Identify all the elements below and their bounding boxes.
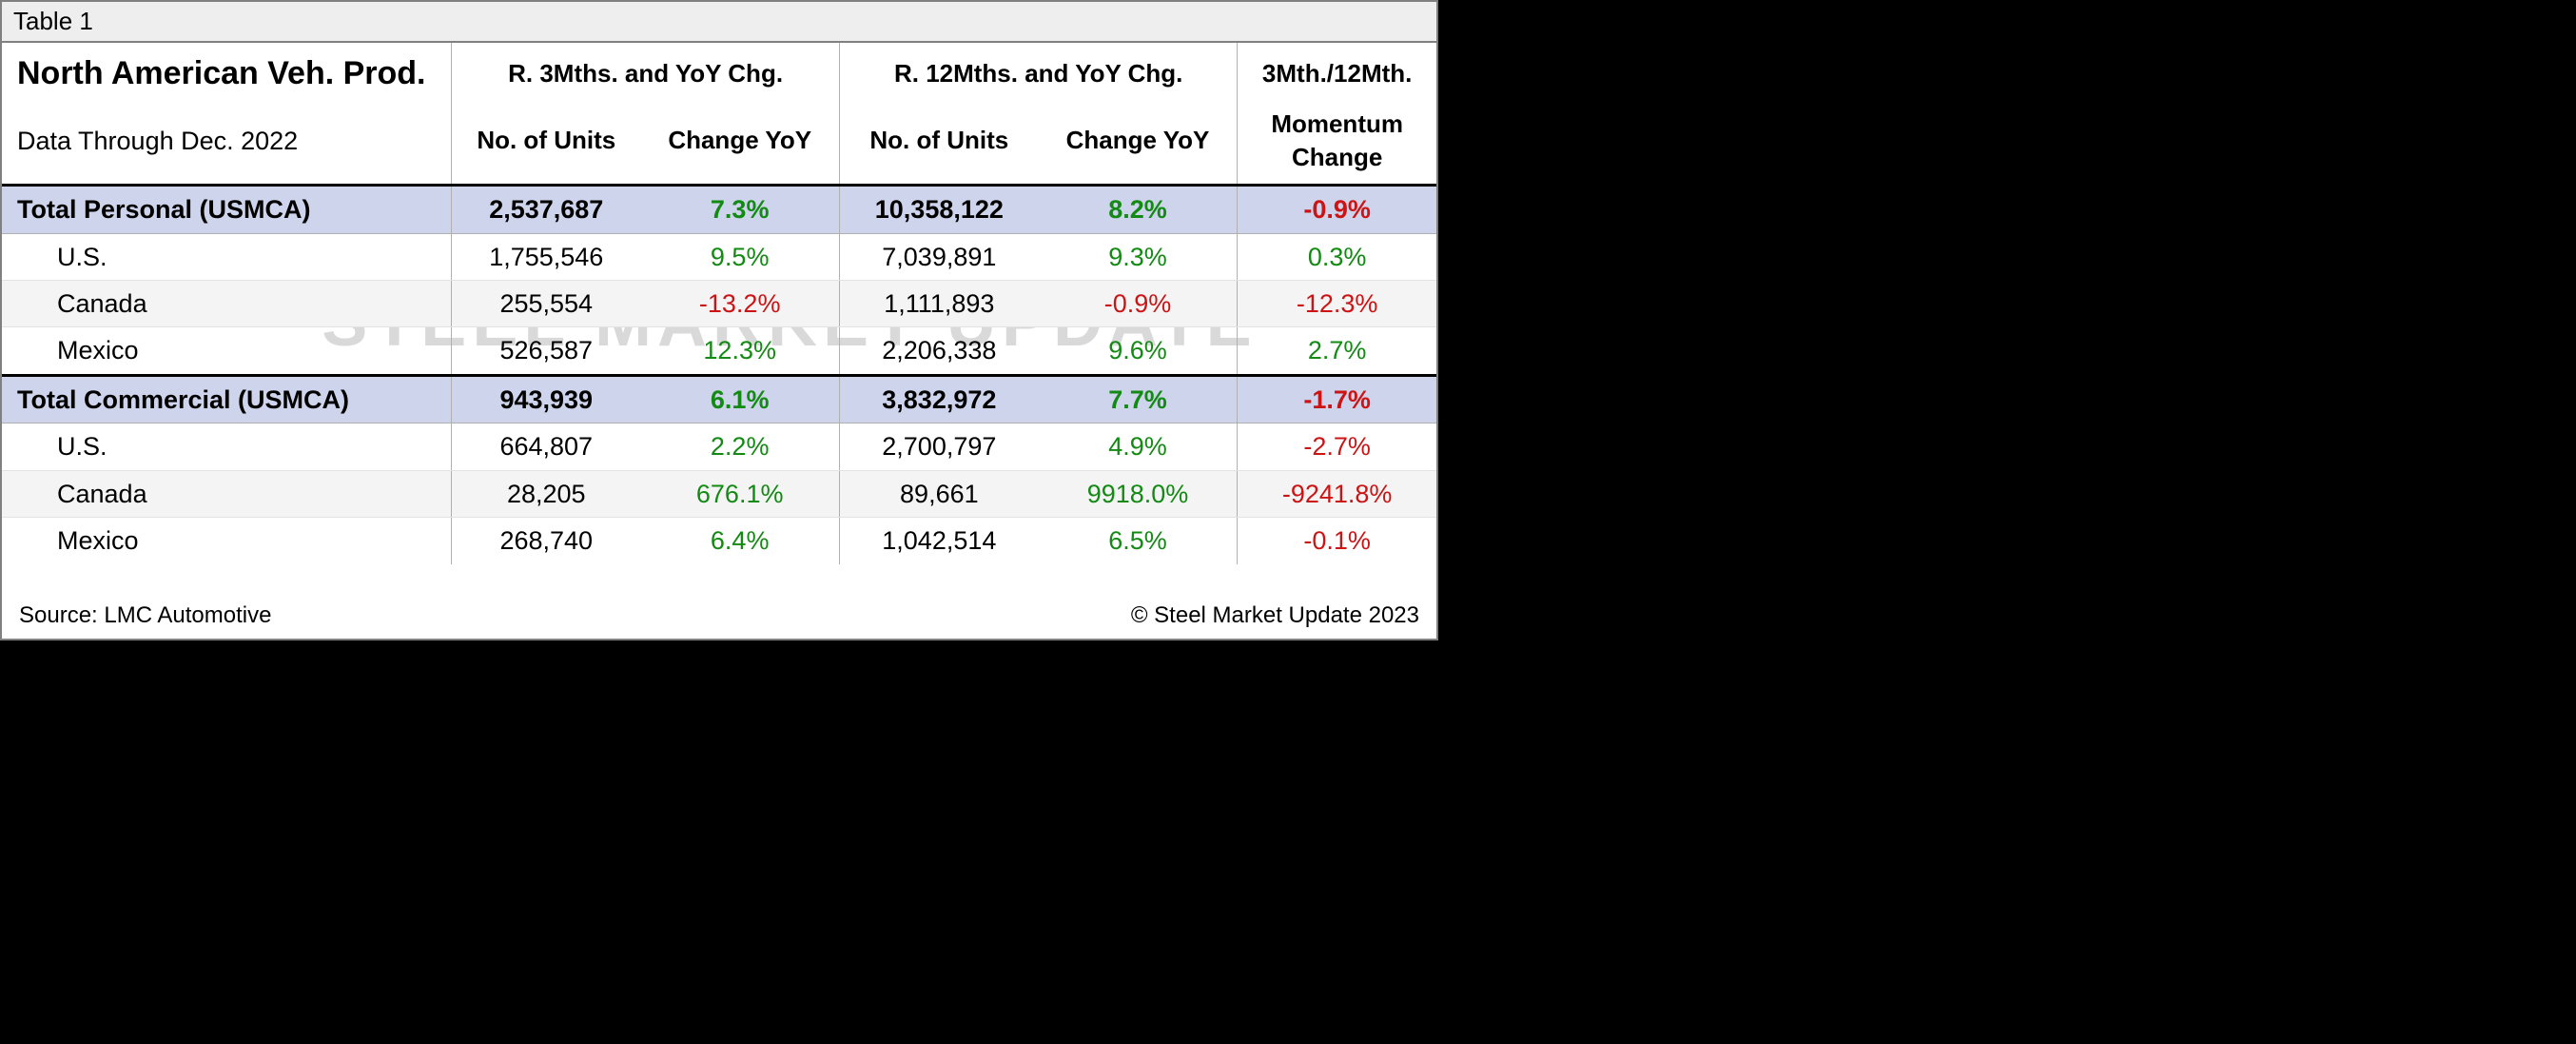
col-change-3m: Change YoY xyxy=(640,102,839,186)
table-title: North American Veh. Prod. xyxy=(2,43,452,102)
section-label: Total Commercial (USMCA) xyxy=(2,375,452,423)
table-frame: Table 1 STEEL MARKET UPDATE part of the … xyxy=(0,0,1438,640)
section-label: Total Personal (USMCA) xyxy=(2,186,452,233)
cell-momentum: 2.7% xyxy=(1238,327,1436,375)
table-row: U.S.1,755,5469.5%7,039,8919.3%0.3% xyxy=(2,233,1436,280)
cell-units-12m: 3,832,972 xyxy=(840,375,1039,423)
cell-change-12m: 9.3% xyxy=(1039,233,1238,280)
cell-units-3m: 255,554 xyxy=(452,280,641,326)
section-row: Total Commercial (USMCA)943,9396.1%3,832… xyxy=(2,375,1436,423)
cell-units-3m: 268,740 xyxy=(452,518,641,564)
cell-momentum: -0.9% xyxy=(1238,186,1436,233)
cell-change-12m: 9.6% xyxy=(1039,327,1238,375)
cell-units-3m: 664,807 xyxy=(452,424,641,470)
cell-change-12m: 4.9% xyxy=(1039,424,1238,470)
row-label: Mexico xyxy=(2,518,452,564)
table-main-area: STEEL MARKET UPDATE part of the Group No… xyxy=(2,43,1436,639)
col-group-12m: R. 12Mths. and YoY Chg. xyxy=(840,43,1238,102)
cell-change-3m: 676.1% xyxy=(640,470,839,517)
cell-units-12m: 10,358,122 xyxy=(840,186,1039,233)
table-footer: Source: LMC Automotive © Steel Market Up… xyxy=(2,564,1436,639)
copyright-text: © Steel Market Update 2023 xyxy=(1131,602,1419,629)
table-subtitle: Data Through Dec. 2022 xyxy=(2,102,452,186)
cell-change-3m: 9.5% xyxy=(640,233,839,280)
source-text: Source: LMC Automotive xyxy=(19,602,271,629)
section-row: Total Personal (USMCA)2,537,6877.3%10,35… xyxy=(2,186,1436,233)
table-row: U.S.664,8072.2%2,700,7974.9%-2.7% xyxy=(2,424,1436,470)
cell-change-3m: 6.1% xyxy=(640,375,839,423)
row-label: Canada xyxy=(2,280,452,326)
cell-units-3m: 943,939 xyxy=(452,375,641,423)
row-label: U.S. xyxy=(2,233,452,280)
table-row: Canada28,205676.1%89,6619918.0%-9241.8% xyxy=(2,470,1436,517)
cell-units-12m: 7,039,891 xyxy=(840,233,1039,280)
cell-units-3m: 1,755,546 xyxy=(452,233,641,280)
cell-momentum: -12.3% xyxy=(1238,280,1436,326)
table-row: Mexico268,7406.4%1,042,5146.5%-0.1% xyxy=(2,518,1436,564)
cell-change-3m: -13.2% xyxy=(640,280,839,326)
cell-change-3m: 2.2% xyxy=(640,424,839,470)
cell-units-12m: 89,661 xyxy=(840,470,1039,517)
cell-change-3m: 7.3% xyxy=(640,186,839,233)
cell-momentum: -1.7% xyxy=(1238,375,1436,423)
col-momentum-l23: MomentumChange xyxy=(1238,102,1436,186)
table-row: Mexico526,58712.3%2,206,3389.6%2.7% xyxy=(2,327,1436,375)
col-momentum-l1: 3Mth./12Mth. xyxy=(1238,43,1436,102)
cell-units-12m: 2,700,797 xyxy=(840,424,1039,470)
cell-momentum: -2.7% xyxy=(1238,424,1436,470)
cell-change-3m: 12.3% xyxy=(640,327,839,375)
cell-change-12m: -0.9% xyxy=(1039,280,1238,326)
cell-units-12m: 2,206,338 xyxy=(840,327,1039,375)
row-label: Mexico xyxy=(2,327,452,375)
row-label: Canada xyxy=(2,470,452,517)
col-units-3m: No. of Units xyxy=(452,102,641,186)
cell-units-3m: 526,587 xyxy=(452,327,641,375)
cell-momentum: -9241.8% xyxy=(1238,470,1436,517)
cell-momentum: 0.3% xyxy=(1238,233,1436,280)
table-label: Table 1 xyxy=(2,2,1436,43)
cell-momentum: -0.1% xyxy=(1238,518,1436,564)
cell-change-12m: 8.2% xyxy=(1039,186,1238,233)
production-table: North American Veh. Prod.R. 3Mths. and Y… xyxy=(2,43,1436,564)
cell-change-12m: 7.7% xyxy=(1039,375,1238,423)
cell-units-12m: 1,042,514 xyxy=(840,518,1039,564)
col-group-3m: R. 3Mths. and YoY Chg. xyxy=(452,43,840,102)
col-units-12m: No. of Units xyxy=(840,102,1039,186)
cell-change-12m: 9918.0% xyxy=(1039,470,1238,517)
col-change-12m: Change YoY xyxy=(1039,102,1238,186)
cell-units-12m: 1,111,893 xyxy=(840,280,1039,326)
table-row: Canada255,554-13.2%1,111,893-0.9%-12.3% xyxy=(2,280,1436,326)
cell-units-3m: 28,205 xyxy=(452,470,641,517)
cell-change-3m: 6.4% xyxy=(640,518,839,564)
row-label: U.S. xyxy=(2,424,452,470)
cell-units-3m: 2,537,687 xyxy=(452,186,641,233)
cell-change-12m: 6.5% xyxy=(1039,518,1238,564)
